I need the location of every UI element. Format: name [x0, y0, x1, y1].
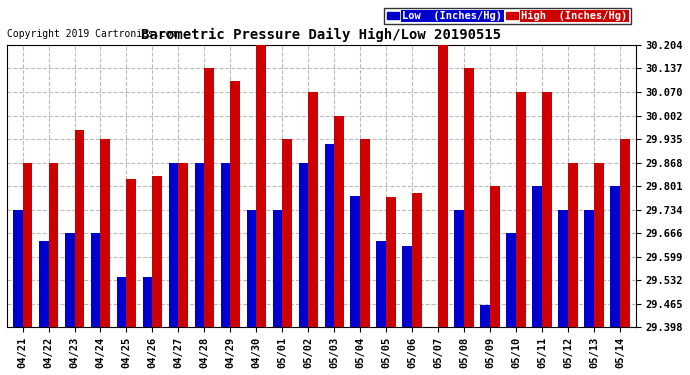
- Bar: [584, 210, 594, 327]
- Legend: Low  (Inches/Hg), High  (Inches/Hg): Low (Inches/Hg), High (Inches/Hg): [384, 8, 631, 24]
- Bar: [195, 163, 204, 327]
- Bar: [594, 163, 604, 327]
- Bar: [143, 277, 152, 327]
- Bar: [620, 139, 630, 327]
- Bar: [257, 45, 266, 327]
- Bar: [299, 163, 308, 327]
- Bar: [569, 163, 578, 327]
- Bar: [377, 241, 386, 327]
- Bar: [438, 45, 449, 327]
- Title: Barometric Pressure Daily High/Low 20190515: Barometric Pressure Daily High/Low 20190…: [141, 28, 502, 42]
- Bar: [455, 210, 464, 327]
- Bar: [480, 305, 491, 327]
- Bar: [402, 246, 413, 327]
- Bar: [516, 92, 526, 327]
- Bar: [533, 186, 542, 327]
- Bar: [386, 197, 396, 327]
- Bar: [90, 233, 101, 327]
- Bar: [282, 139, 293, 327]
- Bar: [464, 69, 474, 327]
- Bar: [506, 233, 516, 327]
- Bar: [179, 163, 188, 327]
- Text: Copyright 2019 Cartronics.com: Copyright 2019 Cartronics.com: [7, 29, 177, 39]
- Bar: [351, 196, 360, 327]
- Bar: [75, 130, 84, 327]
- Bar: [360, 139, 371, 327]
- Bar: [168, 163, 179, 327]
- Bar: [101, 139, 110, 327]
- Bar: [39, 242, 48, 327]
- Bar: [48, 163, 59, 327]
- Bar: [12, 210, 23, 327]
- Bar: [428, 327, 438, 375]
- Bar: [491, 186, 500, 327]
- Bar: [117, 277, 126, 327]
- Bar: [230, 81, 240, 327]
- Bar: [324, 144, 335, 327]
- Bar: [273, 210, 282, 327]
- Bar: [542, 92, 552, 327]
- Bar: [335, 116, 344, 327]
- Bar: [308, 92, 318, 327]
- Bar: [221, 163, 230, 327]
- Bar: [611, 186, 620, 327]
- Bar: [204, 69, 215, 327]
- Bar: [558, 210, 569, 327]
- Bar: [413, 194, 422, 327]
- Bar: [152, 176, 162, 327]
- Bar: [246, 210, 257, 327]
- Bar: [23, 163, 32, 327]
- Bar: [126, 179, 137, 327]
- Bar: [65, 233, 75, 327]
